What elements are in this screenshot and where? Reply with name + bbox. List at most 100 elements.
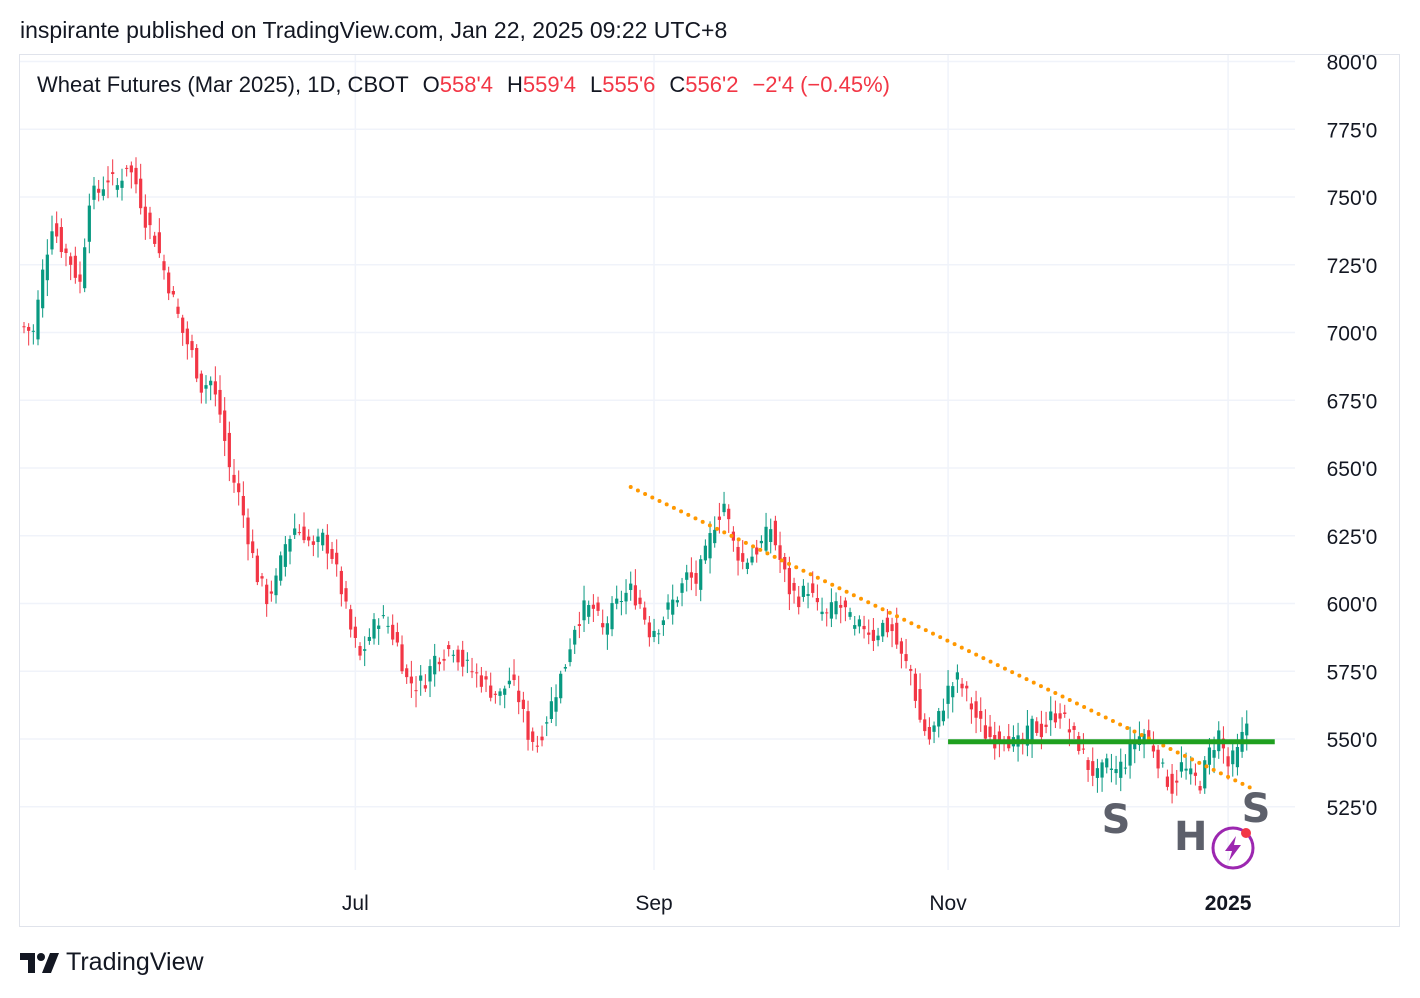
candle — [344, 580, 348, 609]
candle — [1105, 753, 1109, 774]
candle — [1175, 769, 1179, 796]
candle — [372, 613, 376, 645]
candle — [325, 524, 329, 570]
y-tick-label: 775'0 — [1327, 119, 1378, 142]
candle — [932, 721, 936, 744]
candle — [321, 528, 325, 551]
candle — [797, 585, 801, 615]
candle — [190, 334, 194, 358]
candle — [442, 649, 446, 671]
y-tick-label: 675'0 — [1327, 390, 1378, 413]
candle — [741, 540, 745, 570]
y-tick-label: 550'0 — [1327, 729, 1378, 752]
candle — [1044, 711, 1048, 734]
candle — [675, 596, 679, 607]
candle — [680, 577, 684, 607]
candle — [615, 585, 619, 610]
candle — [773, 515, 777, 551]
candle — [979, 697, 983, 732]
candle — [241, 481, 245, 528]
x-tick-label: Nov — [929, 892, 967, 915]
candle — [41, 259, 45, 318]
legend-high-value: 559'4 — [522, 72, 576, 97]
candle — [176, 298, 180, 319]
candle — [1114, 755, 1118, 785]
legend-close-value: 556'2 — [685, 72, 739, 97]
candle — [666, 594, 670, 620]
candle — [395, 622, 399, 647]
candle — [689, 557, 693, 591]
candle — [171, 286, 175, 298]
candle — [64, 243, 68, 267]
candle — [129, 161, 133, 189]
candle — [862, 615, 866, 639]
descending-trendline[interactable] — [628, 484, 1259, 793]
legend-open-value: 558'4 — [439, 72, 493, 97]
candle — [358, 642, 362, 661]
candle — [195, 344, 199, 383]
candle — [255, 548, 259, 586]
candle — [549, 687, 553, 723]
candle — [106, 166, 110, 199]
candle — [125, 165, 129, 177]
candle — [713, 516, 717, 548]
candle — [736, 538, 740, 576]
chart-pane[interactable] — [19, 54, 1400, 927]
candle — [419, 665, 423, 696]
candle — [731, 526, 735, 552]
candle — [461, 640, 465, 677]
candle — [423, 674, 427, 693]
candle — [881, 619, 885, 643]
candle — [512, 659, 516, 686]
candle — [582, 585, 586, 632]
alert-layer — [1211, 826, 1255, 870]
price-axis: 800'0 775'0 750'0 725'0 700'0 675'0 650'0 625'0… — [1327, 52, 1378, 820]
candle — [167, 266, 171, 301]
candle — [1086, 757, 1090, 782]
candle — [1100, 759, 1104, 792]
grid-layer — [20, 55, 1295, 870]
candle — [629, 571, 633, 601]
candle — [232, 459, 236, 493]
candle — [115, 178, 119, 198]
candle — [279, 551, 283, 586]
candle — [591, 594, 595, 622]
candle — [923, 713, 927, 736]
candle — [624, 579, 628, 615]
candle — [87, 193, 91, 254]
candle — [937, 707, 941, 738]
candle — [769, 518, 773, 554]
legend-symbol[interactable]: Wheat Futures (Mar 2025), 1D, CBOT — [37, 72, 409, 97]
legend-low-value: 555'6 — [602, 72, 656, 97]
published-caption: inspirante published on TradingView.com,… — [20, 17, 728, 43]
candle — [31, 324, 35, 345]
candle — [974, 690, 978, 734]
candle — [829, 588, 833, 628]
candle — [227, 421, 231, 482]
candle — [59, 218, 63, 258]
candle — [218, 375, 222, 423]
candle — [927, 717, 931, 745]
alert-icon[interactable] — [1211, 826, 1255, 870]
candle — [22, 321, 26, 334]
candle — [223, 397, 227, 457]
candle — [951, 682, 955, 713]
candle — [45, 239, 49, 297]
candle — [535, 735, 539, 753]
candle — [941, 698, 945, 726]
candle — [335, 539, 339, 577]
candle — [657, 629, 661, 645]
candle — [251, 529, 255, 559]
candle — [526, 700, 530, 751]
tradingview-brand[interactable]: TradingView — [20, 948, 204, 977]
candle — [433, 643, 437, 687]
candle — [652, 618, 656, 643]
candle — [181, 314, 185, 346]
candle — [717, 502, 721, 534]
candle — [1063, 704, 1067, 718]
candle — [83, 238, 87, 293]
candle — [162, 254, 166, 280]
y-tick-label: 650'0 — [1327, 458, 1378, 481]
candle — [671, 584, 675, 625]
